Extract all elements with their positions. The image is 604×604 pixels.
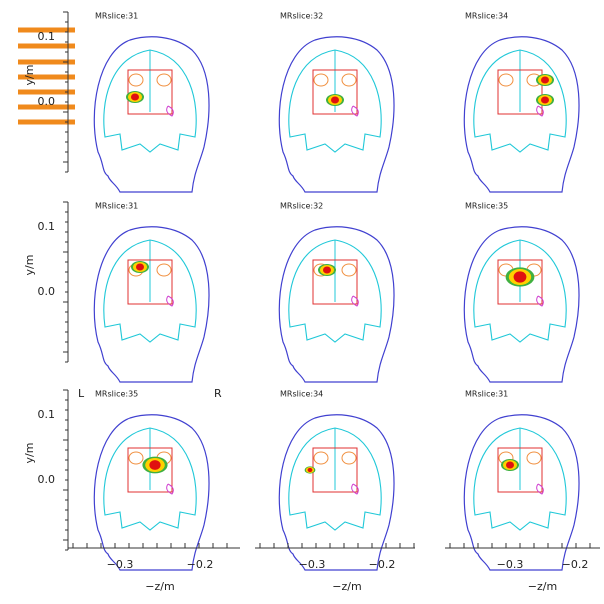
panel-label: MRslice:31: [465, 390, 508, 399]
panel: [463, 36, 580, 193]
panel-label: MRslice:32: [280, 12, 323, 21]
ring: [341, 451, 357, 465]
x-tick-label: −0.2: [187, 558, 214, 571]
panel-label: MRslice:31: [95, 202, 138, 211]
blob-core: [513, 271, 527, 283]
lobe: [166, 105, 174, 117]
blob-core: [541, 76, 549, 84]
lobe: [351, 483, 359, 495]
brain-outline: [473, 239, 567, 343]
lobe: [536, 483, 544, 495]
panel-label: MRslice:35: [95, 390, 138, 399]
x-tick-label: −0.2: [369, 558, 396, 571]
head-outline: [463, 414, 580, 571]
panel: [278, 414, 395, 571]
panel: [93, 226, 210, 383]
x-axis-label: −z/m: [145, 580, 174, 593]
roi-box: [312, 69, 358, 115]
roi-box: [127, 447, 173, 493]
roi-box: [312, 259, 358, 305]
y-tick-label: 0.0: [38, 473, 56, 486]
ring: [156, 263, 172, 277]
panel-label: MRslice:35: [465, 202, 508, 211]
head-outline: [278, 226, 395, 383]
panel: [93, 36, 210, 193]
y-axis-label: y/m: [23, 255, 36, 276]
panel: [278, 226, 395, 383]
y-tick-label: 0.1: [38, 220, 56, 233]
head-outline: [463, 36, 580, 193]
roi-box: [497, 259, 543, 305]
head-outline: [93, 414, 210, 571]
x-axis-label: −z/m: [528, 580, 557, 593]
x-tick-label: −0.3: [497, 558, 524, 571]
panel: [463, 226, 580, 383]
blob-core: [149, 460, 161, 470]
blob-core: [331, 96, 339, 104]
roi-box: [497, 69, 543, 115]
panel-label: MRslice:32: [280, 202, 323, 211]
brain-outline: [103, 427, 197, 531]
lobe: [166, 295, 174, 307]
lobe: [536, 105, 544, 117]
blob-core: [136, 263, 144, 271]
ring: [128, 73, 144, 87]
y-tick-label: 0.0: [38, 95, 56, 108]
brain-outline: [103, 239, 197, 343]
ring: [498, 73, 514, 87]
head-outline: [278, 36, 395, 193]
ring: [341, 73, 357, 87]
ring: [341, 263, 357, 277]
roi-box: [127, 69, 173, 115]
orange-bars: [18, 27, 75, 125]
x-tick-label: −0.2: [562, 558, 589, 571]
x-tick-label: −0.3: [107, 558, 134, 571]
brain-outline: [288, 427, 382, 531]
panel: [278, 36, 395, 193]
blob-core: [307, 467, 313, 473]
ring: [526, 451, 542, 465]
head-outline: [463, 226, 580, 383]
panel: [463, 414, 580, 571]
brain-outline: [288, 49, 382, 153]
head-outline: [278, 414, 395, 571]
brain-outline: [103, 49, 197, 153]
panel-label: MRslice:34: [465, 12, 508, 21]
lobe: [351, 295, 359, 307]
y-axis-label: y/m: [23, 443, 36, 464]
ring: [156, 73, 172, 87]
lobe: [536, 295, 544, 307]
brain-outline: [473, 49, 567, 153]
panel-label: MRslice:34: [280, 390, 323, 399]
orientation-left: L: [78, 387, 85, 400]
brain-outline: [473, 427, 567, 531]
orientation-right: R: [214, 387, 222, 400]
roi-box: [497, 447, 543, 493]
blob-core: [323, 266, 331, 274]
y-tick-label: 0.1: [38, 408, 56, 421]
brain-outline: [288, 239, 382, 343]
y-tick-label: 0.1: [38, 30, 56, 43]
panel-label: MRslice:31: [95, 12, 138, 21]
head-outline: [93, 226, 210, 383]
head-outline: [93, 36, 210, 193]
ring: [128, 451, 144, 465]
lobe: [351, 105, 359, 117]
blob-core: [506, 461, 514, 469]
y-tick-label: 0.0: [38, 285, 56, 298]
ring: [313, 73, 329, 87]
ring: [313, 451, 329, 465]
panel: [93, 414, 210, 571]
x-axis-label: −z/m: [332, 580, 361, 593]
y-axis-label: y/m: [23, 65, 36, 86]
x-tick-label: −0.3: [299, 558, 326, 571]
roi-box: [127, 259, 173, 305]
blob-core: [541, 96, 549, 104]
blob-core: [131, 93, 139, 101]
lobe: [166, 483, 174, 495]
